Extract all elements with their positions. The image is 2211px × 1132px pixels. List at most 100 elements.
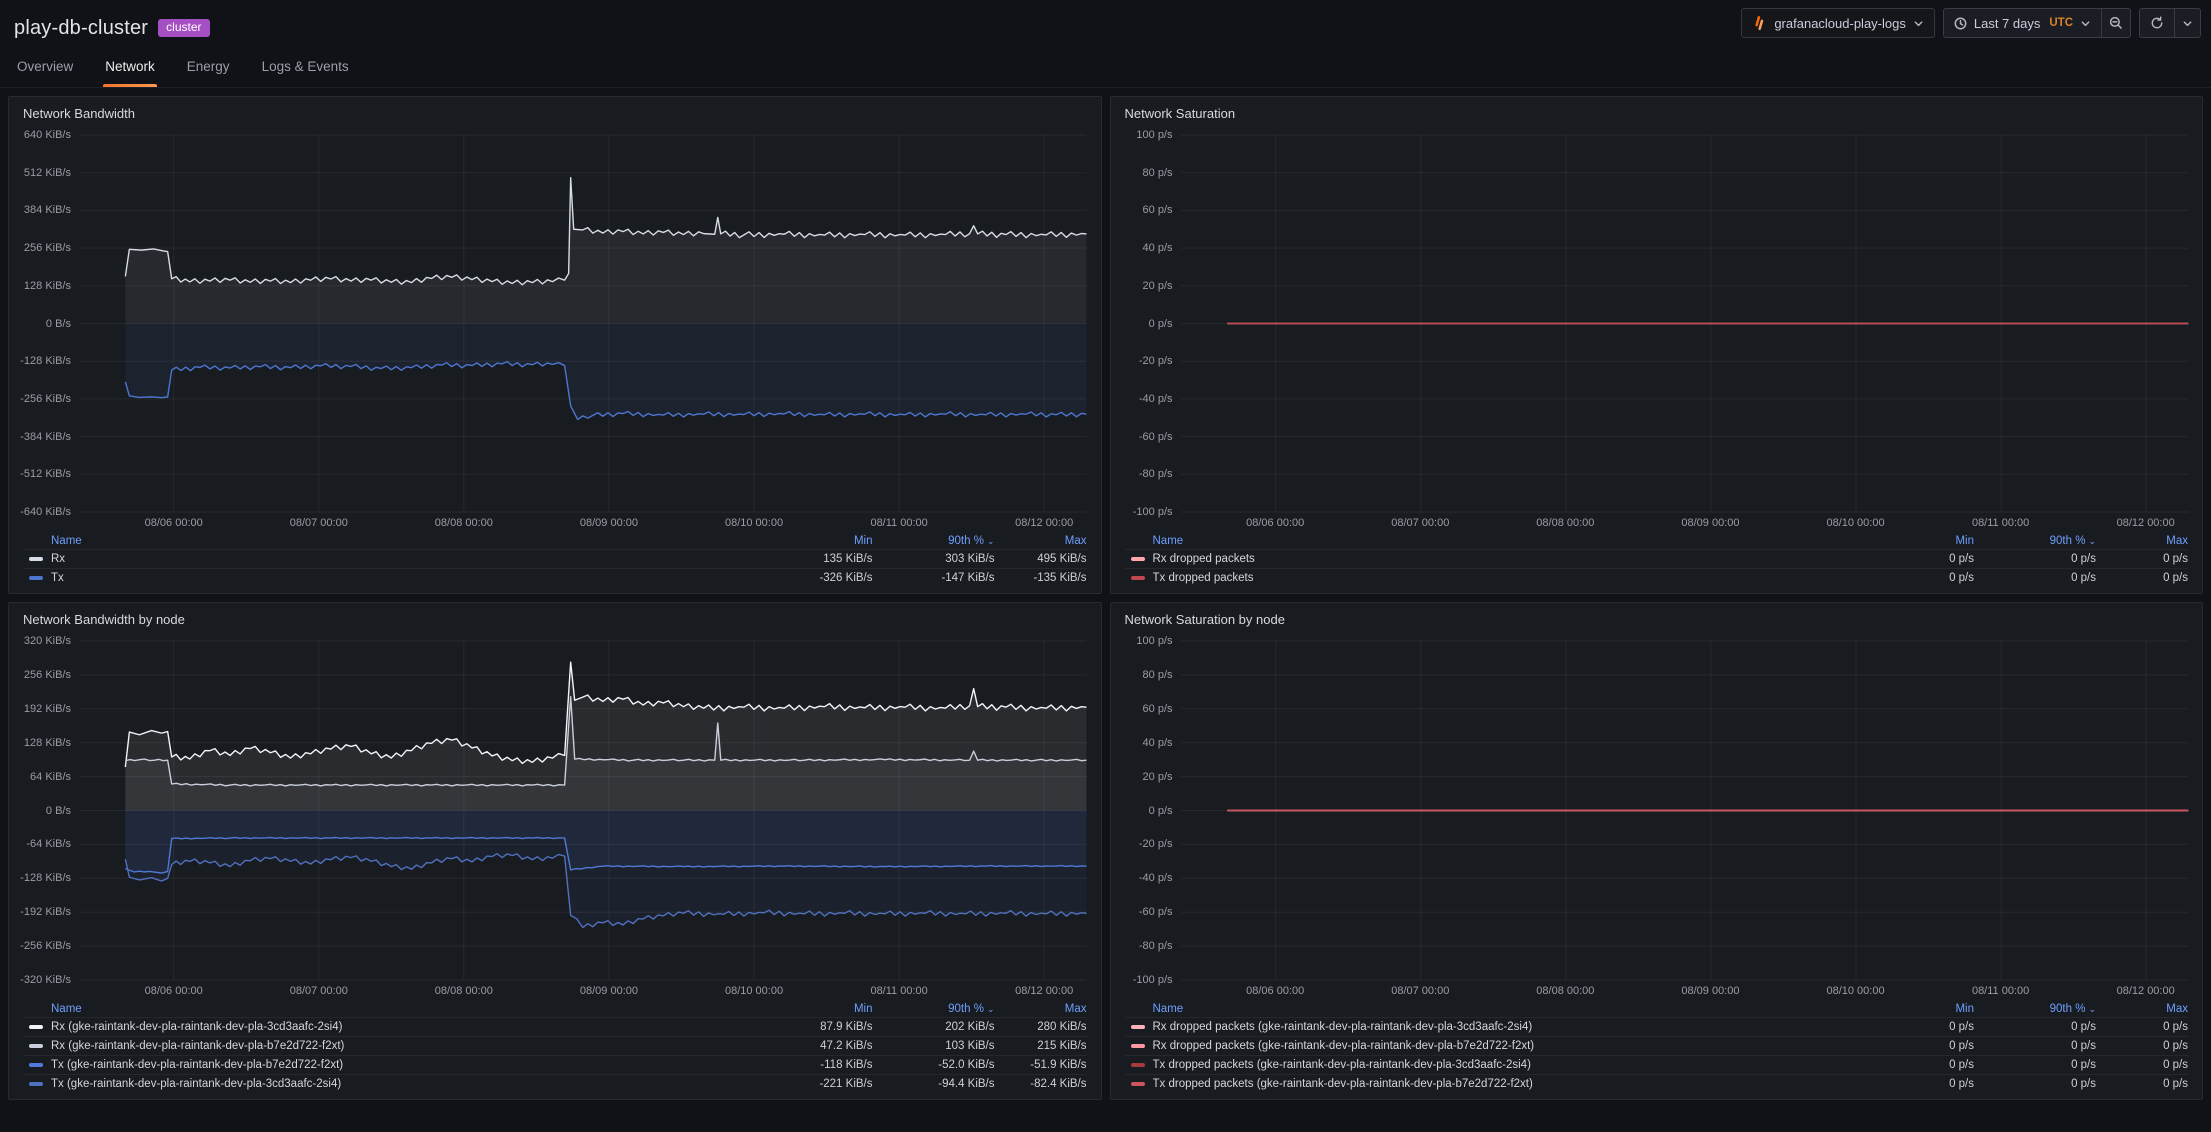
panel-network-bandwidth-by-node: Network Bandwidth by node 320 KiB/s 256 K…	[8, 602, 1102, 1100]
legend-row: Rx (gke-raintank-dev-pla-raintank-dev-pl…	[23, 1036, 1087, 1055]
loki-logo-icon	[1752, 15, 1767, 31]
legend-series-name[interactable]: Rx (gke-raintank-dev-pla-raintank-dev-pl…	[51, 1040, 345, 1052]
tab-bar: Overview Network Energy Logs & Events	[0, 46, 2211, 88]
time-range-picker[interactable]: Last 7 days UTC	[1942, 8, 2102, 38]
x-axis-label: 08/11 00:00	[870, 517, 928, 529]
legend-series-name[interactable]: Tx dropped packets	[1152, 572, 1254, 584]
panel-title[interactable]: Network Saturation	[1124, 106, 1236, 121]
legend-name-header[interactable]: Name	[1152, 1002, 1184, 1015]
tab-logs-events[interactable]: Logs & Events	[260, 46, 351, 87]
panel-title[interactable]: Network Bandwidth by node	[23, 612, 185, 627]
legend-series-swatch[interactable]	[1130, 1082, 1145, 1086]
legend-row: Rx dropped packets 0 p/s 0 p/s 0 p/s	[1124, 549, 2188, 568]
legend-column-header[interactable]: Min	[853, 1002, 873, 1015]
legend-series-name[interactable]: Rx dropped packets	[1152, 553, 1255, 565]
x-axis-label: 08/09 00:00	[1681, 517, 1740, 529]
legend-series-swatch[interactable]	[29, 1063, 43, 1067]
legend-column-header[interactable]: 90th % ⌄	[2049, 534, 2096, 547]
legend-series-name[interactable]: Rx dropped packets (gke-raintank-dev-pla…	[1152, 1021, 1533, 1033]
legend-series-name[interactable]: Rx dropped packets (gke-raintank-dev-pla…	[1152, 1040, 1535, 1052]
legend-value: 0 p/s	[2163, 1040, 2188, 1052]
y-axis: 100 p/s 80 p/s 60 p/s 40 p/s 20 p/s 0 p/s -20 …	[1121, 635, 1181, 986]
legend-column-header[interactable]: Min	[1955, 534, 1974, 547]
y-axis-label: -20 p/s	[1138, 355, 1173, 368]
legend-column-header[interactable]: 90th % ⌄	[2049, 1002, 2096, 1015]
legend-series-swatch[interactable]	[1130, 1025, 1145, 1029]
y-axis-label: 640 KiB/s	[23, 129, 71, 141]
y-axis-label: -60 p/s	[1138, 906, 1173, 919]
legend-series-swatch[interactable]	[1130, 1044, 1145, 1048]
y-axis-label: 128 KiB/s	[23, 279, 71, 292]
chart-plot-area[interactable]	[1181, 641, 2189, 980]
legend-series-name[interactable]: Tx dropped packets (gke-raintank-dev-pla…	[1152, 1059, 1531, 1071]
legend-column-header[interactable]: Max	[2166, 534, 2188, 547]
legend-value: -147 KiB/s	[941, 572, 995, 584]
legend-value: 0 p/s	[1949, 572, 1974, 584]
legend-column-header[interactable]: 90th % ⌄	[948, 1002, 995, 1015]
chart-plot-area[interactable]	[79, 641, 1087, 980]
legend-column-header[interactable]: 90th % ⌄	[948, 534, 995, 547]
zoom-out-button[interactable]	[2102, 8, 2131, 38]
x-axis-label: 08/07 00:00	[1391, 985, 1450, 997]
panel-title[interactable]: Network Bandwidth	[23, 106, 135, 121]
y-axis-label: 40 p/s	[1142, 242, 1173, 255]
legend-series-name[interactable]: Tx (gke-raintank-dev-pla-raintank-dev-pl…	[51, 1078, 342, 1090]
tab-energy[interactable]: Energy	[185, 46, 232, 87]
x-axis-label: 08/07 00:00	[289, 517, 348, 529]
legend-series-swatch[interactable]	[1130, 1063, 1145, 1067]
y-axis-label: -20 p/s	[1138, 838, 1173, 851]
y-axis-label: 20 p/s	[1142, 770, 1173, 783]
x-axis-label: 08/12 00:00	[1015, 517, 1074, 529]
x-axis-label: 08/08 00:00	[434, 985, 493, 997]
legend-column-header[interactable]: Min	[853, 534, 873, 547]
sort-caret-icon: ⌄	[2088, 535, 2096, 546]
legend-series-name[interactable]: Tx	[51, 572, 64, 584]
legend-row: Tx dropped packets (gke-raintank-dev-pla…	[1124, 1055, 2188, 1074]
legend-series-name[interactable]: Rx	[51, 553, 66, 565]
datasource-picker[interactable]: grafanacloud-play-logs	[1741, 8, 1935, 38]
legend-value: -326 KiB/s	[819, 572, 873, 584]
legend-series-name[interactable]: Tx dropped packets (gke-raintank-dev-pla…	[1152, 1078, 1533, 1090]
legend-series-swatch[interactable]	[29, 557, 43, 561]
legend-series-swatch[interactable]	[29, 1044, 43, 1048]
clock-icon	[1954, 17, 1967, 30]
y-axis-label: 128 KiB/s	[23, 736, 71, 749]
legend-series-name[interactable]: Tx (gke-raintank-dev-pla-raintank-dev-pl…	[51, 1059, 344, 1071]
legend-row: Tx dropped packets (gke-raintank-dev-pla…	[1124, 1074, 2188, 1093]
legend-row: Rx (gke-raintank-dev-pla-raintank-dev-pl…	[23, 1017, 1087, 1036]
refresh-button[interactable]	[2139, 8, 2175, 38]
legend-value: 0 p/s	[2163, 1078, 2188, 1090]
legend-name-header[interactable]: Name	[51, 534, 82, 547]
legend-name-header[interactable]: Name	[51, 1002, 82, 1015]
legend-series-swatch[interactable]	[1130, 557, 1145, 561]
legend-series-swatch[interactable]	[29, 1025, 43, 1029]
chart-plot-area[interactable]	[1181, 135, 2189, 512]
x-axis-label: 08/08 00:00	[1536, 985, 1595, 997]
y-axis-label: 100 p/s	[1136, 635, 1173, 647]
y-axis-label: 100 p/s	[1136, 129, 1173, 141]
legend-series-swatch[interactable]	[29, 576, 43, 580]
x-axis-label: 08/06 00:00	[144, 985, 203, 997]
legend-name-header[interactable]: Name	[1152, 534, 1184, 547]
legend-column-header[interactable]: Min	[1955, 1002, 1974, 1015]
legend-value: -221 KiB/s	[819, 1078, 873, 1090]
legend-series-swatch[interactable]	[1130, 576, 1145, 580]
y-axis-label: -40 p/s	[1138, 872, 1173, 885]
refresh-interval-dropdown[interactable]	[2175, 8, 2201, 38]
y-axis-label: -256 KiB/s	[20, 392, 71, 405]
legend-column-header[interactable]: Max	[1064, 534, 1087, 547]
legend-column-header[interactable]: Max	[1064, 1002, 1087, 1015]
legend-series-swatch[interactable]	[29, 1082, 43, 1086]
panel-title[interactable]: Network Saturation by node	[1124, 612, 1285, 627]
tab-network[interactable]: Network	[103, 46, 157, 87]
legend-series-name[interactable]: Rx (gke-raintank-dev-pla-raintank-dev-pl…	[51, 1021, 343, 1033]
tab-overview[interactable]: Overview	[15, 46, 75, 87]
y-axis-label: 64 KiB/s	[30, 770, 71, 783]
legend-value: 0 p/s	[1949, 553, 1974, 565]
legend-column-header[interactable]: Max	[2166, 1002, 2188, 1015]
x-axis-label: 08/06 00:00	[1246, 985, 1305, 997]
page-title: play-db-cluster	[14, 16, 149, 39]
chart-plot-area[interactable]	[79, 135, 1087, 512]
y-axis-label: -384 KiB/s	[20, 430, 71, 443]
y-axis-label: -256 KiB/s	[20, 940, 71, 953]
